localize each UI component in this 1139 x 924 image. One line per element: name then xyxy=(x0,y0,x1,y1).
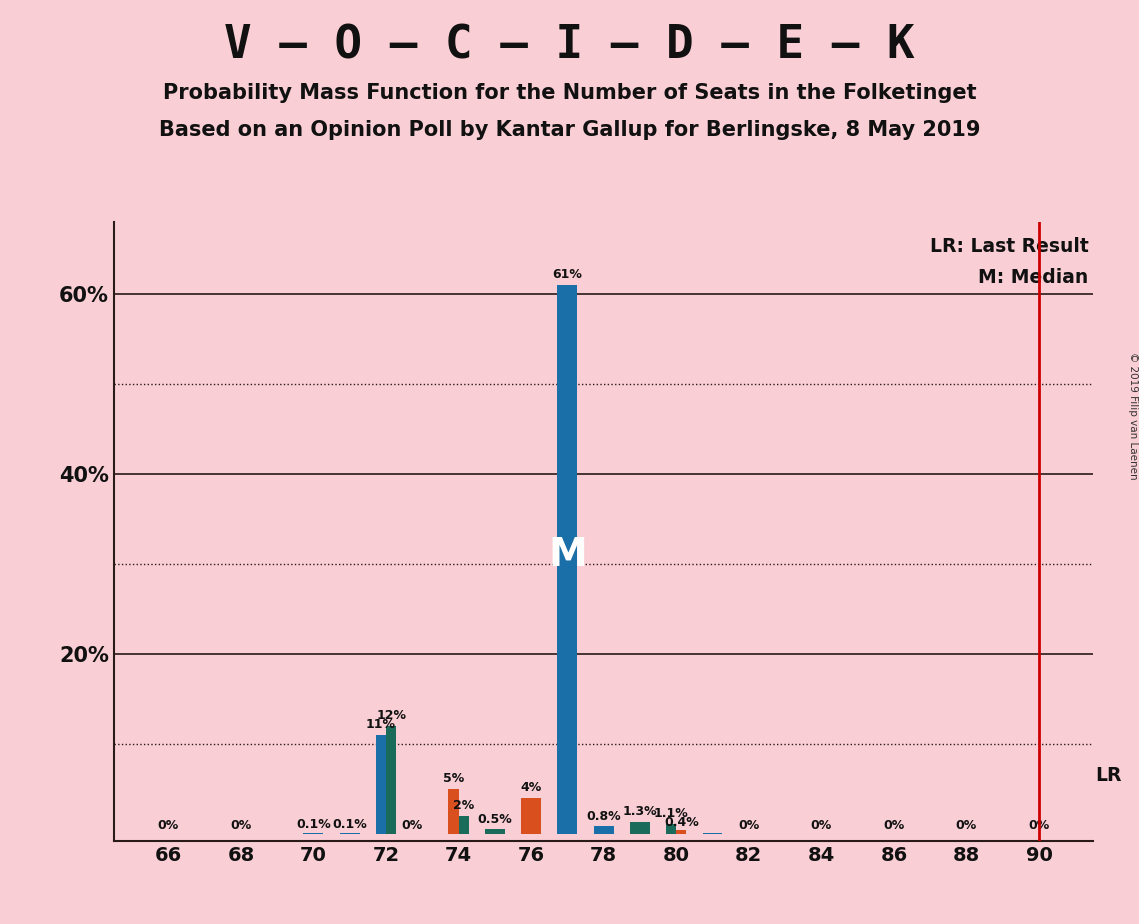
Bar xyxy=(677,830,687,833)
Text: 0%: 0% xyxy=(883,820,904,833)
Text: © 2019 Filip van Laenen: © 2019 Filip van Laenen xyxy=(1129,352,1138,480)
Text: 5%: 5% xyxy=(443,772,464,785)
Bar xyxy=(459,816,469,833)
Bar xyxy=(386,725,396,833)
Text: 0%: 0% xyxy=(1029,820,1050,833)
Text: LR: LR xyxy=(1096,766,1122,785)
Text: 4%: 4% xyxy=(521,781,542,794)
Text: 2%: 2% xyxy=(453,799,474,812)
Text: Based on an Opinion Poll by Kantar Gallup for Berlingske, 8 May 2019: Based on an Opinion Poll by Kantar Gallu… xyxy=(158,120,981,140)
Text: 0%: 0% xyxy=(157,820,179,833)
Text: 0%: 0% xyxy=(738,820,760,833)
Text: 12%: 12% xyxy=(376,709,407,722)
Text: 1.1%: 1.1% xyxy=(654,808,688,821)
Text: M: M xyxy=(548,536,587,574)
Bar xyxy=(376,735,386,833)
Bar xyxy=(485,829,505,833)
Text: 61%: 61% xyxy=(552,268,582,281)
Text: V – O – C – I – D – E – K: V – O – C – I – D – E – K xyxy=(224,23,915,68)
Text: 11%: 11% xyxy=(366,718,396,731)
Bar xyxy=(630,822,650,833)
Text: LR: Last Result: LR: Last Result xyxy=(929,237,1089,256)
Bar xyxy=(522,797,541,833)
Bar xyxy=(593,826,614,833)
Text: 0.5%: 0.5% xyxy=(477,812,513,825)
Text: M: Median: M: Median xyxy=(978,268,1089,287)
Text: 0%: 0% xyxy=(401,820,423,833)
Text: 0%: 0% xyxy=(811,820,831,833)
Text: 0%: 0% xyxy=(230,820,252,833)
Text: 0%: 0% xyxy=(956,820,977,833)
Bar xyxy=(557,285,577,833)
Text: 0.4%: 0.4% xyxy=(664,816,698,829)
Bar xyxy=(666,823,677,833)
Bar xyxy=(449,789,459,833)
Text: 1.3%: 1.3% xyxy=(623,806,657,819)
Text: 0.1%: 0.1% xyxy=(333,819,367,832)
Text: Probability Mass Function for the Number of Seats in the Folketinget: Probability Mass Function for the Number… xyxy=(163,83,976,103)
Text: 0.8%: 0.8% xyxy=(587,809,621,823)
Text: 0.1%: 0.1% xyxy=(296,819,330,832)
